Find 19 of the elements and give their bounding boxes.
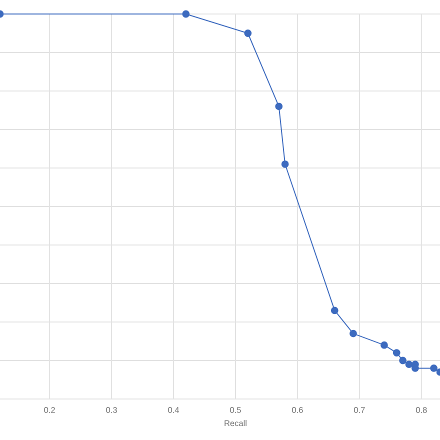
x-tick-label: 0.5	[230, 407, 241, 413]
x-tick-label: 0.8	[416, 407, 427, 413]
point	[330, 306, 338, 314]
point	[399, 356, 407, 364]
point	[182, 10, 190, 18]
point	[281, 160, 289, 168]
x-tick-label: 0.2	[44, 407, 55, 413]
x-tick-label: 0.6	[292, 407, 303, 413]
point	[430, 364, 438, 372]
point	[244, 30, 252, 37]
x-axis-title: Recall	[224, 420, 246, 426]
x-tick-label: 0.4	[168, 407, 180, 413]
point	[350, 330, 357, 338]
x-tick-label: 0.3	[106, 407, 117, 413]
point	[380, 341, 388, 349]
point	[405, 360, 413, 368]
x-tick-label: 0.7	[354, 407, 365, 413]
point	[275, 102, 283, 110]
point	[392, 349, 400, 356]
